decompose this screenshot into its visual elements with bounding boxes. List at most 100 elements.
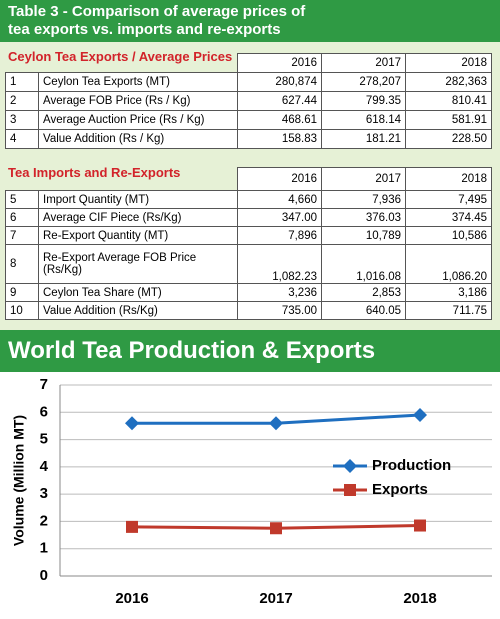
row-label: Ceylon Tea Share (MT) <box>38 283 238 302</box>
banner-line: tea exports vs. imports and re-exports <box>8 21 281 38</box>
cell-value: 1,016.08 <box>321 244 406 284</box>
legend-label: Exports <box>372 481 428 498</box>
section-title: Ceylon Tea Exports / Average Prices <box>8 49 233 64</box>
legend-label: Production <box>372 457 451 474</box>
cell-value: 374.45 <box>405 208 492 227</box>
cell-value: 627.44 <box>237 91 322 111</box>
cell-value: 181.21 <box>321 129 406 149</box>
y-tick-label: 4 <box>40 458 49 475</box>
data-table: 2016 2017 2018 5 Import Quantity (MT) 4,660 7,… <box>5 167 492 320</box>
row-label: Average CIF Piece (Rs/Kg) <box>38 208 238 227</box>
cell-value: 2,853 <box>321 283 406 302</box>
column-header: 2017 <box>321 53 406 73</box>
table-row: 6 Average CIF Piece (Rs/Kg) 347.00 376.03 37… <box>5 208 492 227</box>
row-label: Average Auction Price (Rs / Kg) <box>38 110 238 130</box>
y-tick-label: 2 <box>40 512 48 529</box>
chart: 0 1 2 3 4 5 6 7 Volume (Million MT) 2016 2017 2018 P… <box>0 372 500 619</box>
table-banner: Table 3 - Comparison of average prices o… <box>0 0 500 42</box>
y-tick-label: 5 <box>40 431 48 448</box>
cell-value: 7,896 <box>237 226 322 245</box>
row-number: 9 <box>5 283 39 302</box>
table-row: 5 Import Quantity (MT) 4,660 7,936 7,495 <box>5 190 492 209</box>
header-row: 2016 2017 2018 <box>6 53 492 73</box>
cell-value: 810.41 <box>405 91 492 111</box>
cell-value: 799.35 <box>321 91 406 111</box>
header-row: 2016 2017 2018 <box>6 167 492 191</box>
cell-value: 618.14 <box>321 110 406 130</box>
x-tick-label: 2018 <box>403 590 436 607</box>
data-point <box>270 522 282 535</box>
legend-marker <box>344 484 356 496</box>
table-row: 7 Re-Export Quantity (MT) 7,896 10,789 10,58… <box>5 226 492 245</box>
row-label: Re-Export Average FOB Price (Rs/Kg) <box>38 244 238 284</box>
x-tick-label: 2016 <box>115 590 148 607</box>
cell-value: 280,874 <box>237 72 322 92</box>
table-row: 9 Ceylon Tea Share (MT) 3,236 2,853 3,186 <box>5 283 492 302</box>
x-tick-label: 2017 <box>259 590 292 607</box>
column-header: 2016 <box>237 167 322 191</box>
cell-value: 158.83 <box>237 129 322 149</box>
cell-value: 3,236 <box>237 283 322 302</box>
cell-value: 228.50 <box>405 129 492 149</box>
blank-cell <box>6 168 238 191</box>
y-tick-label: 1 <box>40 540 48 557</box>
cell-value: 468.61 <box>237 110 322 130</box>
row-number: 1 <box>5 72 39 92</box>
data-point <box>125 416 139 431</box>
row-label: Average FOB Price (Rs / Kg) <box>38 91 238 111</box>
row-number: 5 <box>5 190 39 209</box>
table-row: 4 Value Addition (Rs / Kg) 158.83 181.21 228… <box>5 129 492 149</box>
row-number: 8 <box>5 244 39 284</box>
y-axis-label: Volume (Million MT) <box>11 415 27 546</box>
column-header: 2016 <box>237 53 322 73</box>
row-label: Ceylon Tea Exports (MT) <box>38 72 238 92</box>
column-header: 2018 <box>405 167 492 191</box>
section-title: Tea Imports and Re-Exports <box>8 165 181 180</box>
cell-value: 3,186 <box>405 283 492 302</box>
row-number: 6 <box>5 208 39 227</box>
table-row: 3 Average Auction Price (Rs / Kg) 468.61 61… <box>5 110 492 130</box>
cell-value: 376.03 <box>321 208 406 227</box>
data-point <box>269 416 283 431</box>
row-number: 4 <box>5 129 39 149</box>
cell-value: 711.75 <box>405 301 492 320</box>
cell-value: 10,586 <box>405 226 492 245</box>
row-number: 7 <box>5 226 39 245</box>
data-point <box>126 520 138 533</box>
legend-marker <box>343 459 357 473</box>
cell-value: 347.00 <box>237 208 322 227</box>
cell-value: 1,082.23 <box>237 244 322 284</box>
cell-value: 735.00 <box>237 301 322 320</box>
cell-value: 7,936 <box>321 190 406 209</box>
cell-value: 1,086.20 <box>405 244 492 284</box>
row-number: 2 <box>5 91 39 111</box>
cell-value: 282,363 <box>405 72 492 92</box>
row-number: 3 <box>5 110 39 130</box>
y-tick-label: 6 <box>40 403 48 420</box>
data-table: 2016 2017 2018 1 Ceylon Tea Exports (MT) 280,… <box>5 53 492 149</box>
blank-cell <box>6 54 238 73</box>
chart-banner: World Tea Production & Exports <box>0 330 500 372</box>
table-row: 8 Re-Export Average FOB Price (Rs/Kg) 1,08… <box>5 244 492 284</box>
cell-value: 4,660 <box>237 190 322 209</box>
cell-value: 581.91 <box>405 110 492 130</box>
cell-value: 10,789 <box>321 226 406 245</box>
table-row: 1 Ceylon Tea Exports (MT) 280,874 278,207 28… <box>5 72 492 92</box>
table-row: 2 Average FOB Price (Rs / Kg) 627.44 799.35… <box>5 91 492 111</box>
row-label: Re-Export Quantity (MT) <box>38 226 238 245</box>
banner-line: Table 3 - Comparison of average prices o… <box>8 3 306 20</box>
cell-value: 278,207 <box>321 72 406 92</box>
cell-value: 640.05 <box>321 301 406 320</box>
column-header: 2017 <box>321 167 406 191</box>
cell-value: 7,495 <box>405 190 492 209</box>
column-header: 2018 <box>405 53 492 73</box>
y-tick-label: 0 <box>40 567 48 584</box>
data-point <box>414 519 426 532</box>
row-label: Value Addition (Rs/Kg) <box>38 301 238 320</box>
data-point <box>413 408 427 423</box>
table-row: 10 Value Addition (Rs/Kg) 735.00 640.05 711.… <box>5 301 492 320</box>
row-label: Import Quantity (MT) <box>38 190 238 209</box>
row-label: Value Addition (Rs / Kg) <box>38 129 238 149</box>
row-number: 10 <box>5 301 39 320</box>
